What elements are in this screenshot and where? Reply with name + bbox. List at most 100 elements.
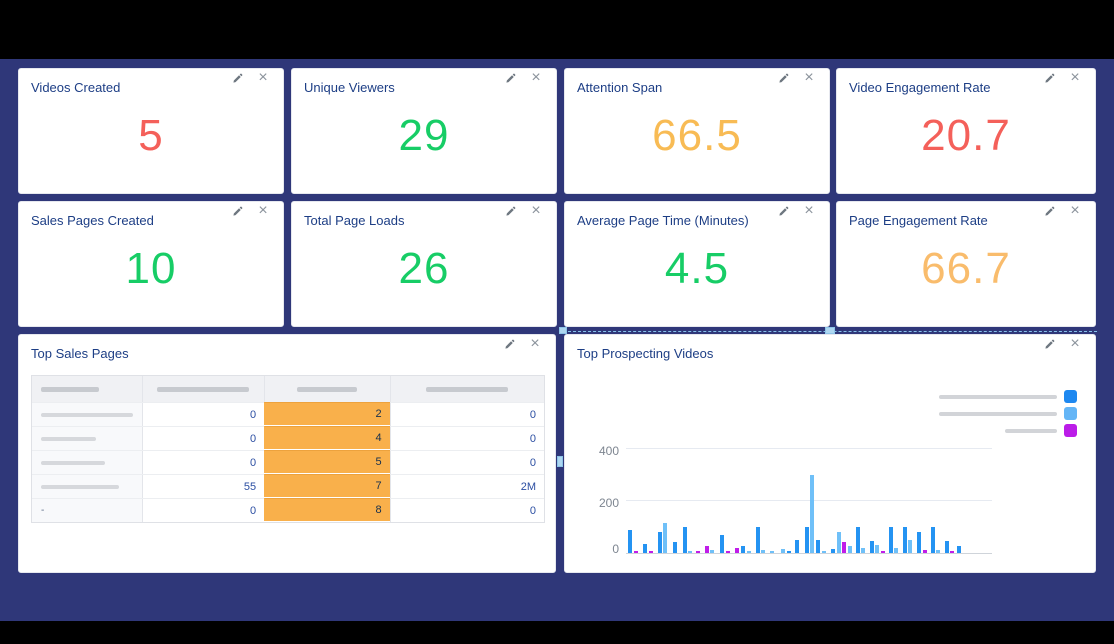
chart-bar [643,544,647,553]
close-icon[interactable]: × [1070,335,1080,352]
resize-handle-top-left[interactable] [559,327,567,334]
edit-pencil-icon[interactable] [775,70,791,86]
redacted-legend-label [939,411,1057,416]
bar-chart-plot[interactable] [626,433,992,553]
row-label-cell [32,475,142,498]
metric-value: 26 [398,244,450,293]
edit-pencil-icon[interactable] [501,336,517,352]
close-icon[interactable]: × [258,69,268,86]
chart-bar [856,527,860,553]
row-label-cell [32,403,142,426]
table-row[interactable]: 0 2 0 [32,402,544,426]
table-cell: 0 [141,427,265,450]
edit-pencil-icon[interactable] [229,203,245,219]
metric-card-total-page-loads: Total Page Loads × 26 [291,201,557,327]
metric-value: 29 [398,111,450,160]
redacted-legend-label [939,394,1057,399]
table-cell: 0 [389,499,544,522]
chart-bar [889,527,893,553]
table-header-cell [264,376,390,402]
card-title: Attention Span [577,80,663,95]
table-cell-highlighted: 4 [264,426,390,449]
redacted-legend-label [1005,428,1057,433]
edit-pencil-icon[interactable] [1041,336,1057,352]
table-cell: 0 [141,403,265,426]
table-header-cell [389,376,544,402]
table-cell: 0 [389,451,544,474]
legend-item[interactable] [1005,424,1077,437]
table-row[interactable]: 0 4 0 [32,426,544,450]
chart-bar [945,541,949,553]
chart-bar [861,548,865,553]
redacted-row-label [41,460,105,465]
table-header-row [32,376,544,402]
chart-bar [917,532,921,553]
metric-card-page-engagement-rate: Page Engagement Rate × 66.7 [836,201,1096,327]
metric-value: 4.5 [664,244,730,293]
close-icon[interactable]: × [531,202,541,219]
edit-pencil-icon[interactable] [229,70,245,86]
chart-bar [875,545,879,553]
y-axis-tick-200: 200 [598,496,619,510]
chart-bar [770,551,774,553]
table-row[interactable]: 55 7 2M [32,474,544,498]
gridline-400 [626,448,992,449]
edit-pencil-icon[interactable] [502,70,518,86]
metric-card-video-engagement-rate: Video Engagement Rate × 20.7 [836,68,1096,194]
row-label-text: - [41,505,45,516]
sales-pages-table: 0 2 0 0 4 0 0 5 0 55 7 2M [31,375,545,523]
resize-handle-middle-left[interactable] [557,456,563,467]
legend-item[interactable] [939,390,1077,403]
edit-pencil-icon[interactable] [775,203,791,219]
legend-swatch-magenta [1064,424,1077,437]
edit-pencil-icon[interactable] [1041,70,1057,86]
close-icon[interactable]: × [1070,202,1080,219]
x-axis-line [626,553,992,554]
table-cell: 0 [141,451,265,474]
chart-bar [696,551,700,553]
metric-card-unique-viewers: Unique Viewers × 29 [291,68,557,194]
resize-handle-top-center[interactable] [825,327,835,334]
chart-bar [894,548,898,553]
legend-swatch-lightblue [1064,407,1077,420]
close-icon[interactable]: × [258,202,268,219]
card-title: Top Prospecting Videos [577,346,714,361]
close-icon[interactable]: × [530,335,540,352]
close-icon[interactable]: × [1070,69,1080,86]
metric-value: 66.5 [652,111,742,160]
chart-bar [810,475,814,553]
chart-bar [688,551,692,553]
table-cell: 0 [389,403,544,426]
close-icon[interactable]: × [804,69,814,86]
close-icon[interactable]: × [531,69,541,86]
chart-bar [787,551,791,553]
chart-bar [936,550,940,553]
chart-bar [908,540,912,553]
redacted-row-label [41,412,133,417]
table-cell-highlighted: 5 [264,450,390,473]
chart-bar [710,550,714,553]
redacted-row-label [41,436,96,441]
edit-pencil-icon[interactable] [502,203,518,219]
close-icon[interactable]: × [804,202,814,219]
legend-item[interactable] [939,407,1077,420]
table-cell-highlighted: 2 [264,402,390,425]
metric-card-sales-pages-created: Sales Pages Created × 10 [18,201,284,327]
legend-swatch-blue [1064,390,1077,403]
row-label-cell [32,427,142,450]
edit-pencil-icon[interactable] [1041,203,1057,219]
chart-bar [881,551,885,553]
y-axis-tick-400: 400 [598,444,619,458]
chart-card-top-prospecting-videos[interactable]: Top Prospecting Videos × 400 200 0 [557,327,1097,573]
card-title: Total Page Loads [304,213,405,228]
y-axis-tick-0: 0 [612,542,619,556]
card-title: Sales Pages Created [31,213,154,228]
table-row[interactable]: - 0 8 0 [32,498,544,522]
table-row[interactable]: 0 5 0 [32,450,544,474]
chart-bar [735,548,739,553]
chart-bar [837,532,841,553]
chart-bar [870,541,874,553]
chart-bar [649,551,653,553]
redacted-header-label [297,386,358,392]
table-cell: 55 [141,475,265,498]
